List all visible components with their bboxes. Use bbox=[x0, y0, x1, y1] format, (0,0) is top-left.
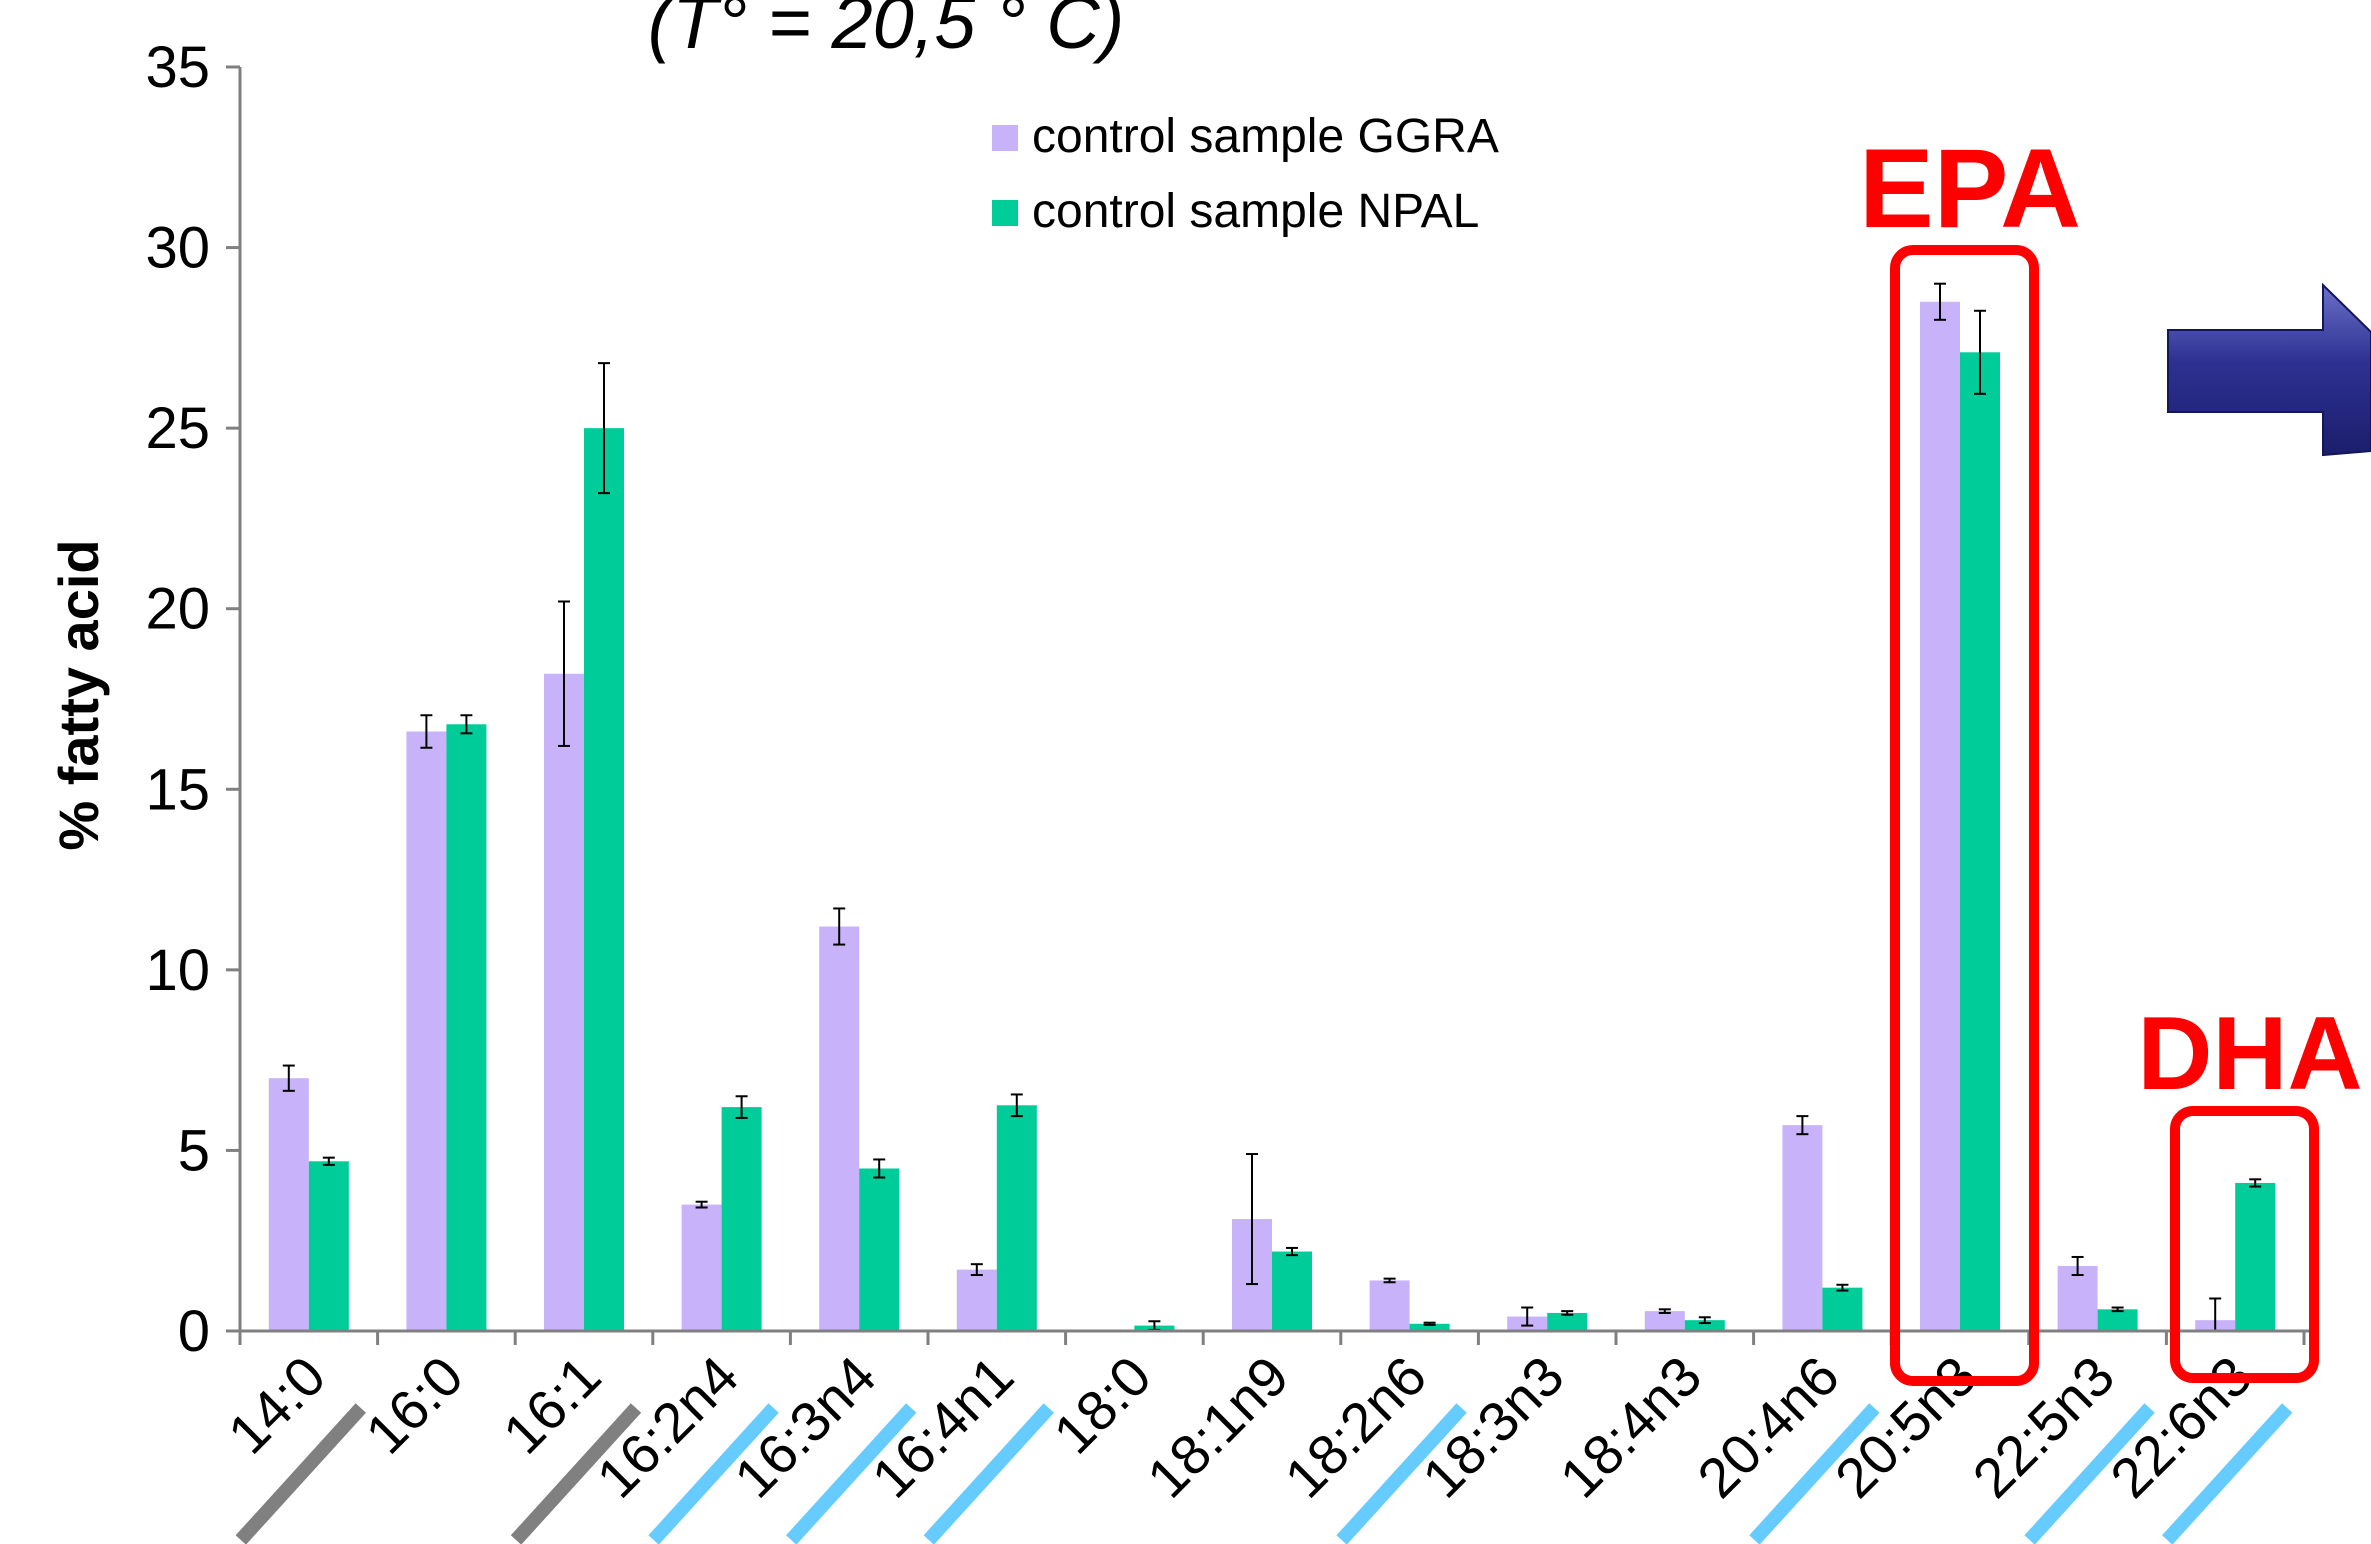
bar-ggra bbox=[1369, 1280, 1410, 1331]
legend-swatch-npal bbox=[992, 200, 1018, 226]
bar-series bbox=[268, 301, 2276, 1332]
category-underline bbox=[2162, 1403, 2293, 1544]
legend-label-npal: control sample NPAL bbox=[1032, 185, 1479, 238]
chart-title: (T° = 20,5 ° C) bbox=[648, 0, 1125, 64]
epa-annotation: EPA bbox=[1859, 126, 2081, 251]
y-tick-label: 5 bbox=[178, 1118, 210, 1183]
bar-npal bbox=[721, 1107, 762, 1331]
category-label: 16:4n1 bbox=[860, 1344, 1026, 1510]
bar-ggra bbox=[544, 673, 584, 1331]
category-label: 16:2n4 bbox=[584, 1344, 750, 1510]
legend-swatch-ggra bbox=[992, 125, 1018, 151]
category-underline bbox=[786, 1403, 917, 1544]
category-underlines bbox=[235, 1403, 2293, 1544]
dha-highlight-box bbox=[2170, 1106, 2319, 1383]
bar-npal bbox=[2097, 1309, 2138, 1331]
category-underline bbox=[1336, 1403, 1467, 1544]
category-underline bbox=[648, 1403, 779, 1544]
category-label: 18:1n9 bbox=[1135, 1344, 1301, 1510]
bar-ggra bbox=[819, 926, 860, 1331]
category-underline bbox=[923, 1403, 1054, 1544]
bar-ggra bbox=[956, 1269, 997, 1331]
category-label: 16:0 bbox=[353, 1344, 475, 1466]
category-underline bbox=[1749, 1403, 1880, 1544]
bar-ggra bbox=[1920, 301, 1960, 1331]
legend-label-ggra: control sample GGRA bbox=[1032, 110, 1499, 163]
dha-annotation: DHA bbox=[2137, 996, 2362, 1112]
bar-ggra bbox=[1782, 1125, 1823, 1331]
bar-npal bbox=[1272, 1251, 1312, 1331]
error-bars bbox=[282, 282, 2262, 1332]
category-label: 20:5n3 bbox=[1823, 1344, 1989, 1510]
bar-ggra bbox=[2057, 1265, 2098, 1331]
bar-npal bbox=[584, 428, 624, 1332]
legend: control sample GGRA control sample NPAL bbox=[992, 110, 1499, 238]
category-underline bbox=[2024, 1403, 2155, 1544]
category-label: 20:4n6 bbox=[1685, 1344, 1851, 1510]
category-label: 18:3n3 bbox=[1410, 1344, 1576, 1510]
y-tick-label: 30 bbox=[145, 216, 210, 281]
category-label: 18:0 bbox=[1041, 1344, 1163, 1466]
bar-npal bbox=[308, 1161, 349, 1331]
bar-npal bbox=[1684, 1320, 1725, 1331]
bar-ggra bbox=[268, 1078, 309, 1331]
bar-npal bbox=[1960, 352, 2000, 1331]
category-label: 22:5n3 bbox=[1960, 1344, 2126, 1510]
epa-highlight-box bbox=[1890, 245, 2039, 1386]
x-axis-ticks bbox=[238, 1331, 2306, 1345]
category-label: 18:2n6 bbox=[1272, 1344, 1438, 1510]
y-tick-label: 10 bbox=[145, 938, 210, 1003]
bar-ggra bbox=[1644, 1311, 1685, 1331]
bar-npal bbox=[859, 1168, 900, 1331]
bar-ggra bbox=[681, 1204, 722, 1331]
y-axis-ticks: 0 5 10 15 20 25 30 35 bbox=[145, 35, 240, 1364]
bar-ggra bbox=[406, 731, 447, 1331]
bar-npal bbox=[446, 724, 487, 1331]
bar-npal bbox=[1547, 1312, 1588, 1331]
y-axis-label: % fatty acid bbox=[47, 539, 110, 850]
y-tick-label: 15 bbox=[145, 757, 210, 822]
bar-npal bbox=[2235, 1182, 2276, 1331]
y-tick-label: 25 bbox=[145, 396, 210, 461]
y-tick-label: 0 bbox=[178, 1299, 210, 1364]
bar-npal bbox=[996, 1105, 1037, 1331]
category-label: 16:3n4 bbox=[722, 1344, 888, 1510]
category-underline bbox=[235, 1403, 366, 1544]
bar-npal bbox=[1822, 1287, 1863, 1331]
right-arrow-icon bbox=[2167, 282, 2371, 457]
category-label: 18:4n3 bbox=[1548, 1344, 1714, 1510]
category-underline bbox=[510, 1403, 642, 1544]
bar-npal bbox=[1409, 1323, 1450, 1331]
y-tick-label: 35 bbox=[145, 35, 210, 100]
y-tick-label: 20 bbox=[145, 577, 210, 642]
